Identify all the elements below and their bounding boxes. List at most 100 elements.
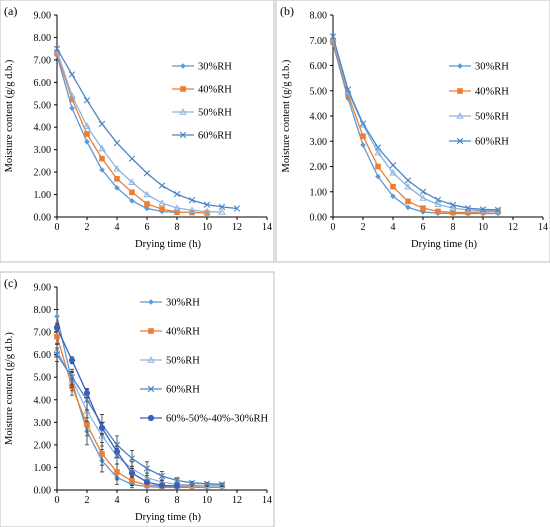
- data-point: [420, 209, 426, 215]
- legend-marker: [457, 63, 463, 69]
- data-point: [98, 432, 106, 439]
- data-point: [434, 196, 442, 204]
- y-tick-label: 9.00: [34, 11, 52, 22]
- data-point: [188, 196, 196, 204]
- data-point: [129, 189, 135, 196]
- y-tick-label: 0.00: [310, 213, 328, 224]
- legend-label: 40%RH: [166, 327, 200, 338]
- data-point: [54, 333, 60, 340]
- x-tick-label: 8: [175, 222, 180, 233]
- data-point: [419, 188, 427, 195]
- data-point: [128, 178, 136, 185]
- data-point: [389, 168, 397, 176]
- series-line: [56, 50, 223, 213]
- legend-marker: [147, 356, 155, 363]
- data-point: [389, 162, 397, 169]
- data-point: [344, 86, 352, 93]
- legend-item: 40%RH: [140, 327, 200, 338]
- data-point: [98, 144, 106, 152]
- legend-item: 40%RH: [449, 87, 509, 98]
- legend-marker: [179, 108, 187, 115]
- legend-label: 30%RH: [166, 298, 200, 309]
- data-point: [188, 206, 196, 214]
- data-point: [159, 206, 165, 212]
- data-point: [419, 194, 427, 201]
- x-tick-label: 10: [202, 495, 212, 506]
- data-point: [68, 357, 76, 364]
- data-point: [84, 139, 90, 145]
- data-point: [479, 206, 487, 213]
- legend-marker: [180, 63, 186, 69]
- legend-item: 50%RH: [140, 356, 200, 367]
- data-point: [360, 142, 366, 148]
- data-point: [84, 131, 90, 137]
- y-axis-label: Moisture content (g/g d.b.): [4, 59, 15, 172]
- data-point: [83, 389, 91, 397]
- data-point: [83, 122, 91, 129]
- data-point: [420, 205, 426, 211]
- data-point: [143, 190, 151, 198]
- panel-a-frame: [0, 0, 275, 263]
- legend-marker: [180, 86, 186, 92]
- legend-label: 40%RH: [475, 87, 509, 98]
- data-point: [99, 167, 105, 173]
- data-point: [113, 441, 121, 449]
- data-point: [99, 451, 105, 457]
- x-tick-label: 0: [55, 495, 60, 506]
- series-60%RH: [53, 45, 241, 212]
- data-point: [68, 71, 76, 78]
- y-tick-label: 2.00: [34, 168, 52, 179]
- legend-item: 50%RH: [172, 108, 232, 119]
- legend-marker: [456, 137, 464, 145]
- data-point: [375, 173, 381, 180]
- y-axis-label: Moisture content (g/g d.b.): [4, 332, 15, 445]
- data-point: [173, 482, 181, 490]
- data-point: [114, 185, 120, 191]
- legend-label: 60%RH: [475, 137, 509, 148]
- y-tick-label: 7.00: [34, 328, 52, 339]
- data-point: [83, 407, 91, 414]
- data-point: [54, 313, 60, 320]
- y-tick-label: 5.00: [34, 100, 52, 111]
- data-point: [53, 324, 61, 331]
- panel-b-frame: [275, 0, 550, 263]
- data-point: [449, 204, 457, 211]
- data-point: [374, 144, 382, 151]
- data-point: [158, 182, 166, 189]
- x-tick-label: 4: [115, 495, 120, 506]
- data-point: [128, 155, 136, 162]
- panel-b-chart: (b) 0 2 4 6 8 10 12 14 0.00 1.00 2.00 3.00 4.00 5.00 6.…: [280, 4, 548, 250]
- x-tick-label: 6: [145, 222, 150, 233]
- legend-item: 50%RH: [449, 112, 509, 123]
- data-point: [84, 421, 90, 428]
- legend-label: 40%RH: [198, 85, 232, 96]
- panel-a-chart: (a) 0 2 4 6 8 10 12 14 0.00 1.00 2.00 3.00 4.00 5.00 6.…: [4, 4, 272, 250]
- data-point: [143, 170, 151, 177]
- series-60%RH: [329, 33, 502, 214]
- x-tick-label: 2: [85, 495, 90, 506]
- x-tick-label: 8: [451, 222, 456, 233]
- data-point: [98, 424, 106, 432]
- data-point: [359, 120, 367, 127]
- panel-c-chart: (c) 0 2 4 6 8 10 12 14 0.00 1.00 2.00 3.00 4.00 5.00 6.…: [4, 276, 272, 523]
- data-point: [158, 199, 166, 206]
- data-point: [494, 206, 502, 214]
- data-point: [69, 96, 75, 102]
- y-tick-label: 2.00: [310, 162, 328, 173]
- y-tick-label: 8.00: [34, 305, 52, 316]
- x-tick-label: 14: [538, 222, 548, 233]
- y-tick-label: 4.00: [34, 123, 52, 134]
- data-point: [404, 182, 412, 190]
- data-point: [98, 120, 106, 128]
- y-tick-label: 6.00: [34, 78, 52, 89]
- y-tick-label: 5.00: [310, 86, 328, 97]
- data-point: [53, 45, 61, 52]
- x-tick-label: 8: [175, 495, 180, 506]
- data-point: [360, 133, 366, 139]
- data-point: [144, 205, 150, 212]
- data-point: [390, 183, 396, 190]
- data-point: [450, 209, 456, 216]
- data-point: [375, 163, 381, 170]
- data-point: [233, 205, 241, 212]
